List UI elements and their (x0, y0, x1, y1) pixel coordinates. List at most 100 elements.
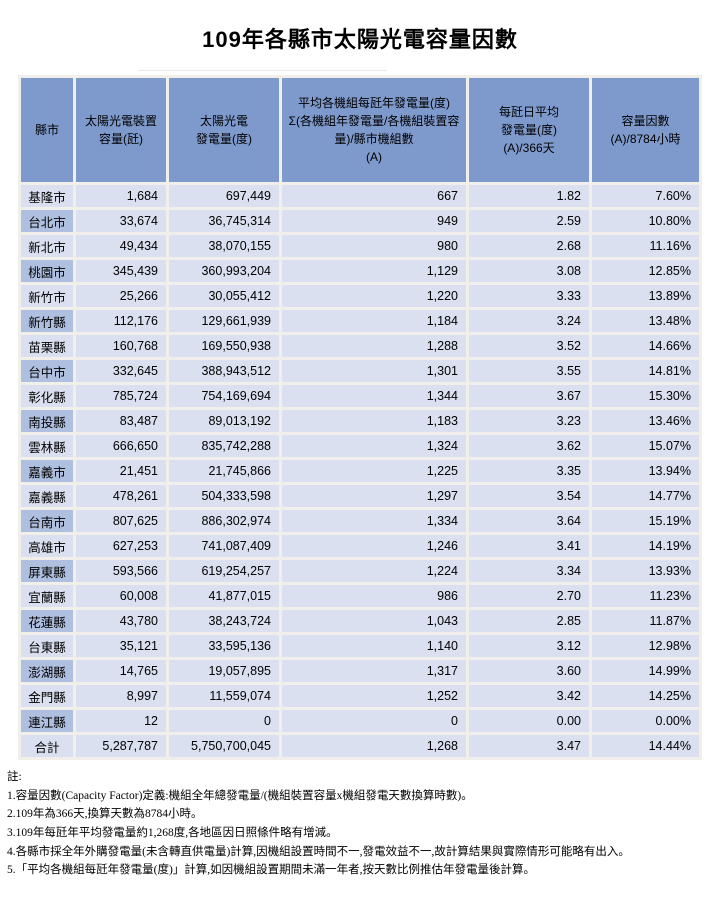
county-cell: 嘉義市 (21, 460, 73, 482)
value-cell: 3.33 (469, 285, 589, 307)
value-cell: 3.67 (469, 385, 589, 407)
value-cell: 33,595,136 (169, 635, 279, 657)
county-cell: 屏東縣 (21, 560, 73, 582)
value-cell: 754,169,694 (169, 385, 279, 407)
value-cell: 3.52 (469, 335, 589, 357)
value-cell: 19,057,895 (169, 660, 279, 682)
county-cell: 花蓮縣 (21, 610, 73, 632)
value-cell: 83,487 (76, 410, 166, 432)
value-cell: 3.62 (469, 435, 589, 457)
header-cell-3: 平均各機組每瓩年發電量(度) Σ(各機組年發電量/各機組裝置容量)/縣市機組數 … (282, 78, 466, 182)
value-cell: 3.64 (469, 510, 589, 532)
value-cell: 1,301 (282, 360, 466, 382)
table-row: 高雄市 627,253 741,087,409 1,246 3.41 14.19% (21, 535, 699, 557)
value-cell: 2.59 (469, 210, 589, 232)
county-cell: 高雄市 (21, 535, 73, 557)
value-cell: 504,333,598 (169, 485, 279, 507)
value-cell: 1,268 (282, 735, 466, 757)
table-row: 嘉義市 21,451 21,745,866 1,225 3.35 13.94% (21, 460, 699, 482)
value-cell: 388,943,512 (169, 360, 279, 382)
value-cell: 10.80% (592, 210, 699, 232)
value-cell: 49,434 (76, 235, 166, 257)
value-cell: 3.34 (469, 560, 589, 582)
county-cell: 基隆市 (21, 185, 73, 207)
value-cell: 15.19% (592, 510, 699, 532)
value-cell: 13.94% (592, 460, 699, 482)
value-cell: 5,750,700,045 (169, 735, 279, 757)
value-cell: 986 (282, 585, 466, 607)
page-title: 109年各縣市太陽光電容量因數 (202, 27, 518, 52)
value-cell: 345,439 (76, 260, 166, 282)
value-cell: 3.42 (469, 685, 589, 707)
county-cell: 新竹市 (21, 285, 73, 307)
header-cell-4: 每瓩日平均 發電量(度) (A)/366天 (469, 78, 589, 182)
value-cell: 3.23 (469, 410, 589, 432)
value-cell: 3.41 (469, 535, 589, 557)
county-cell: 新竹縣 (21, 310, 73, 332)
county-cell: 澎湖縣 (21, 660, 73, 682)
value-cell: 2.70 (469, 585, 589, 607)
table-row: 台北市 33,674 36,745,314 949 2.59 10.80% (21, 210, 699, 232)
value-cell: 886,302,974 (169, 510, 279, 532)
value-cell: 619,254,257 (169, 560, 279, 582)
value-cell: 785,724 (76, 385, 166, 407)
value-cell: 697,449 (169, 185, 279, 207)
value-cell: 478,261 (76, 485, 166, 507)
note-item-1: 1.容量因數(Capacity Factor)定義:機組全年總發電量/(機組裝置… (7, 789, 473, 802)
table-row: 澎湖縣 14,765 19,057,895 1,317 3.60 14.99% (21, 660, 699, 682)
table-row: 宜蘭縣 60,008 41,877,015 986 2.70 11.23% (21, 585, 699, 607)
table-row: 台南市 807,625 886,302,974 1,334 3.64 15.19% (21, 510, 699, 532)
table-row: 花蓮縣 43,780 38,243,724 1,043 2.85 11.87% (21, 610, 699, 632)
value-cell: 1,129 (282, 260, 466, 282)
value-cell: 21,745,866 (169, 460, 279, 482)
value-cell: 12.98% (592, 635, 699, 657)
county-cell: 桃園市 (21, 260, 73, 282)
value-cell: 5,287,787 (76, 735, 166, 757)
value-cell: 11.16% (592, 235, 699, 257)
value-cell: 2.68 (469, 235, 589, 257)
value-cell: 1,317 (282, 660, 466, 682)
table-row: 新竹市 25,266 30,055,412 1,220 3.33 13.89% (21, 285, 699, 307)
value-cell: 1.82 (469, 185, 589, 207)
value-cell: 8,997 (76, 685, 166, 707)
table-row: 新北市 49,434 38,070,155 980 2.68 11.16% (21, 235, 699, 257)
value-cell: 14.99% (592, 660, 699, 682)
value-cell: 1,344 (282, 385, 466, 407)
value-cell: 1,184 (282, 310, 466, 332)
county-cell: 台北市 (21, 210, 73, 232)
notes-list: 1.容量因數(Capacity Factor)定義:機組全年總發電量/(機組裝置… (7, 787, 720, 880)
value-cell: 980 (282, 235, 466, 257)
value-cell: 38,070,155 (169, 235, 279, 257)
value-cell: 1,684 (76, 185, 166, 207)
value-cell: 3.08 (469, 260, 589, 282)
table-row: 基隆市 1,684 697,449 667 1.82 7.60% (21, 185, 699, 207)
value-cell: 30,055,412 (169, 285, 279, 307)
table-row: 連江縣 12 0 0 0.00 0.00% (21, 710, 699, 732)
value-cell: 21,451 (76, 460, 166, 482)
table-row: 彰化縣 785,724 754,169,694 1,344 3.67 15.30% (21, 385, 699, 407)
value-cell: 3.54 (469, 485, 589, 507)
total-row: 合計 5,287,787 5,750,700,045 1,268 3.47 14.44% (21, 735, 699, 757)
table-row: 南投縣 83,487 89,013,192 1,183 3.23 13.46% (21, 410, 699, 432)
county-cell: 新北市 (21, 235, 73, 257)
value-cell: 1,324 (282, 435, 466, 457)
notes: 註: 1.容量因數(Capacity Factor)定義:機組全年總發電量/(機… (7, 768, 720, 880)
value-cell: 14,765 (76, 660, 166, 682)
county-cell: 宜蘭縣 (21, 585, 73, 607)
header-cell-2: 太陽光電 發電量(度) (169, 78, 279, 182)
value-cell: 11.23% (592, 585, 699, 607)
value-cell: 14.77% (592, 485, 699, 507)
value-cell: 627,253 (76, 535, 166, 557)
value-cell: 835,742,288 (169, 435, 279, 457)
value-cell: 13.89% (592, 285, 699, 307)
value-cell: 1,140 (282, 635, 466, 657)
table-row: 屏東縣 593,566 619,254,257 1,224 3.34 13.93% (21, 560, 699, 582)
value-cell: 15.30% (592, 385, 699, 407)
table-row: 嘉義縣 478,261 504,333,598 1,297 3.54 14.77% (21, 485, 699, 507)
value-cell: 43,780 (76, 610, 166, 632)
value-cell: 14.44% (592, 735, 699, 757)
value-cell: 741,087,409 (169, 535, 279, 557)
value-cell: 1,043 (282, 610, 466, 632)
value-cell: 1,224 (282, 560, 466, 582)
